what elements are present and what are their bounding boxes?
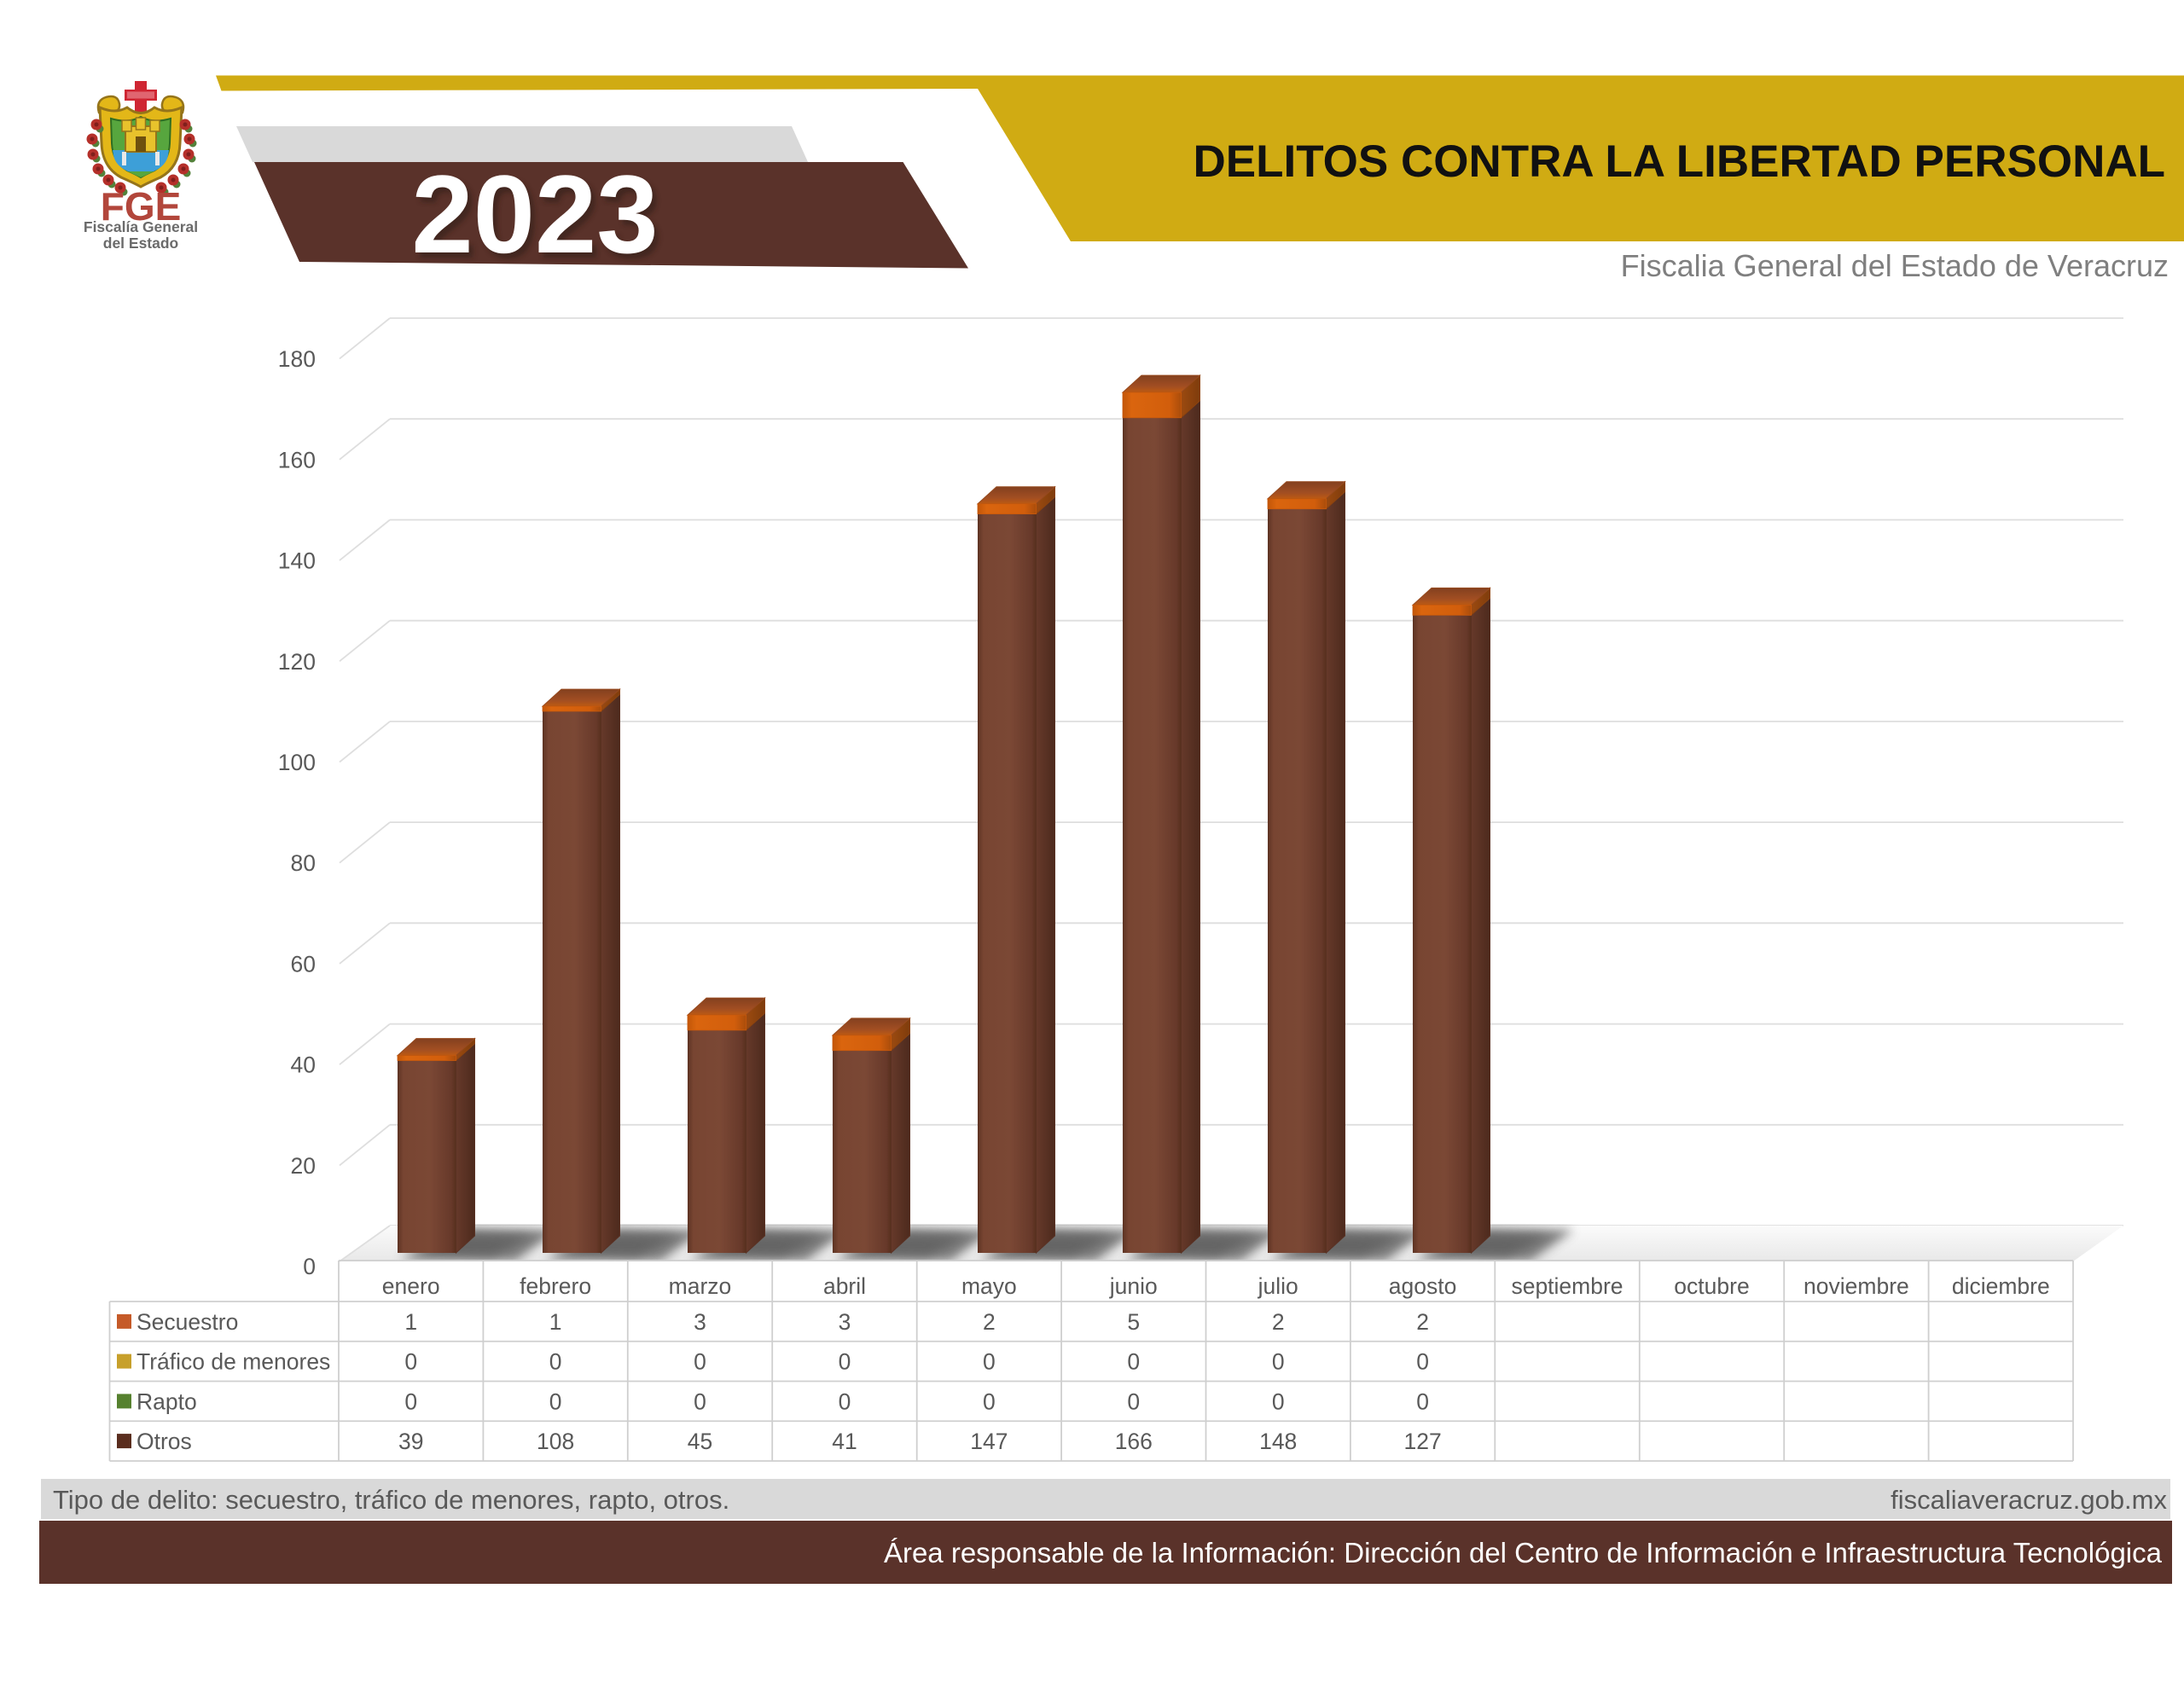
svg-text:1: 1 — [549, 1309, 562, 1335]
svg-text:3: 3 — [694, 1309, 706, 1335]
svg-text:2023: 2023 — [411, 152, 658, 276]
svg-text:DELITOS CONTRA LA LIBERTAD PER: DELITOS CONTRA LA LIBERTAD PERSONAL — [1194, 136, 2166, 187]
svg-text:20: 20 — [291, 1153, 316, 1179]
svg-text:80: 80 — [291, 850, 316, 876]
svg-text:160: 160 — [278, 447, 316, 472]
svg-text:noviembre: noviembre — [1804, 1273, 1909, 1299]
svg-text:diciembre: diciembre — [1952, 1273, 2050, 1299]
svg-text:120: 120 — [278, 649, 316, 675]
svg-text:0: 0 — [404, 1349, 417, 1375]
svg-text:0: 0 — [549, 1388, 562, 1414]
svg-text:fiscaliaveracruz.gob.mx: fiscaliaveracruz.gob.mx — [1891, 1485, 2167, 1515]
svg-text:del Estado: del Estado — [103, 235, 179, 252]
svg-text:0: 0 — [1416, 1349, 1429, 1375]
svg-text:140: 140 — [278, 548, 316, 574]
svg-text:0: 0 — [839, 1349, 851, 1375]
svg-text:0: 0 — [549, 1349, 562, 1375]
svg-text:Rapto: Rapto — [136, 1388, 197, 1414]
svg-text:2023: 2023 — [415, 157, 662, 281]
svg-text:0: 0 — [694, 1388, 706, 1414]
svg-text:mayo: mayo — [961, 1273, 1017, 1299]
svg-text:Otros: Otros — [136, 1429, 192, 1454]
svg-text:2: 2 — [983, 1309, 996, 1335]
svg-text:0: 0 — [694, 1349, 706, 1375]
svg-text:100: 100 — [278, 750, 316, 775]
svg-text:0: 0 — [983, 1388, 996, 1414]
svg-text:abril: abril — [823, 1273, 866, 1299]
svg-text:2: 2 — [1272, 1309, 1285, 1335]
svg-text:Tipo de delito: secuestro, trá: Tipo de delito: secuestro, tráfico de me… — [53, 1485, 729, 1515]
svg-text:166: 166 — [1115, 1429, 1153, 1454]
svg-text:41: 41 — [832, 1429, 857, 1454]
svg-text:Tráfico de menores: Tráfico de menores — [136, 1349, 330, 1375]
svg-text:0: 0 — [839, 1388, 851, 1414]
svg-text:108: 108 — [537, 1429, 574, 1454]
svg-text:Fiscalia General del Estado de: Fiscalia General del Estado de Veracruz — [1621, 248, 2169, 283]
svg-text:junio: junio — [1109, 1273, 1158, 1299]
svg-text:Área responsable de la Informa: Área responsable de la Información: Dire… — [884, 1537, 2163, 1568]
svg-text:3: 3 — [839, 1309, 851, 1335]
svg-text:octubre: octubre — [1674, 1273, 1749, 1299]
svg-text:147: 147 — [970, 1429, 1008, 1454]
svg-text:39: 39 — [398, 1429, 423, 1454]
svg-text:1: 1 — [404, 1309, 417, 1335]
svg-text:0: 0 — [983, 1349, 996, 1375]
svg-text:Secuestro: Secuestro — [136, 1309, 238, 1335]
svg-text:0: 0 — [1127, 1349, 1140, 1375]
svg-text:febrero: febrero — [520, 1273, 591, 1299]
svg-text:2: 2 — [1416, 1309, 1429, 1335]
svg-text:FGE: FGE — [101, 184, 182, 229]
svg-text:Fiscalía General: Fiscalía General — [84, 218, 198, 235]
svg-text:0: 0 — [1416, 1388, 1429, 1414]
svg-text:0: 0 — [404, 1388, 417, 1414]
svg-text:0: 0 — [1272, 1388, 1285, 1414]
svg-text:0: 0 — [1127, 1388, 1140, 1414]
svg-text:180: 180 — [278, 346, 316, 372]
svg-text:45: 45 — [688, 1429, 712, 1454]
svg-text:marzo: marzo — [669, 1273, 732, 1299]
svg-text:septiembre: septiembre — [1511, 1273, 1623, 1299]
svg-text:enero: enero — [382, 1273, 440, 1299]
svg-text:148: 148 — [1259, 1429, 1297, 1454]
svg-text:0: 0 — [1272, 1349, 1285, 1375]
svg-text:agosto: agosto — [1389, 1273, 1457, 1299]
svg-text:60: 60 — [291, 951, 316, 977]
svg-text:0: 0 — [303, 1254, 316, 1279]
svg-text:127: 127 — [1403, 1429, 1441, 1454]
svg-text:40: 40 — [291, 1052, 316, 1078]
svg-text:julio: julio — [1258, 1273, 1298, 1299]
svg-text:5: 5 — [1127, 1309, 1140, 1335]
